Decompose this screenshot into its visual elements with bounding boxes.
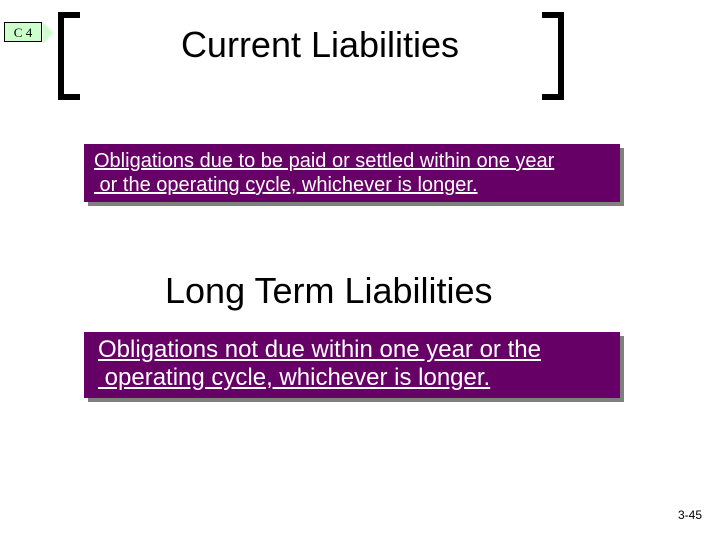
heading-long-term-liabilities-text: Long Term Liabilities	[165, 270, 493, 311]
definition-box-longterm-face: Obligations not due within one year or t…	[84, 332, 620, 398]
bracket-left-vertical	[58, 12, 64, 100]
definition-current-line1: Obligations due to be paid or settled wi…	[94, 149, 620, 173]
definition-box-current-face: Obligations due to be paid or settled wi…	[84, 144, 620, 202]
definition-longterm-line2: operating cycle, whichever is longer.	[98, 364, 620, 392]
bracket-right	[542, 12, 564, 100]
bracket-left-top	[58, 12, 80, 18]
heading-current-liabilities-text: Current Liabilities	[181, 24, 459, 65]
bracket-right-top	[542, 12, 564, 18]
bracket-right-bottom	[542, 94, 564, 100]
definition-longterm-line1: Obligations not due within one year or t…	[98, 336, 620, 364]
definition-box-longterm: Obligations not due within one year or t…	[84, 332, 624, 402]
heading-current-liabilities: Current Liabilities	[110, 24, 530, 66]
bracket-right-vertical	[558, 12, 564, 100]
bracket-left-bottom	[58, 94, 80, 100]
chapter-badge: C 4	[4, 22, 42, 42]
heading-long-term-liabilities: Long Term Liabilities	[165, 270, 493, 312]
bracket-left	[58, 12, 80, 100]
page-number-text: 3-45	[678, 508, 702, 522]
chapter-badge-arrow	[43, 22, 53, 44]
definition-box-current: Obligations due to be paid or settled wi…	[84, 144, 624, 206]
definition-current-line2: or the operating cycle, whichever is lon…	[94, 173, 620, 197]
chapter-badge-text: C 4	[14, 25, 32, 40]
page-number: 3-45	[678, 508, 702, 522]
